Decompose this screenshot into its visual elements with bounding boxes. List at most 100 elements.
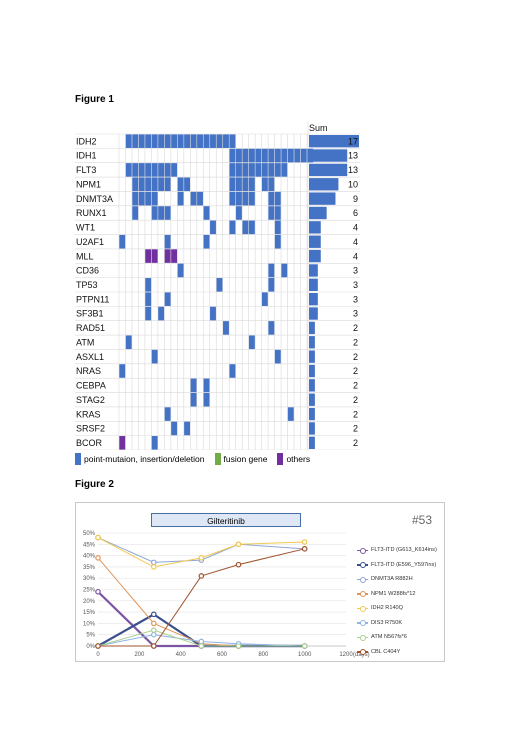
series-point bbox=[151, 559, 157, 566]
legend-entry: DNMT3A R882H bbox=[357, 572, 445, 587]
mutation-cell bbox=[119, 234, 126, 249]
gene-label-srsf2: SRSF2 bbox=[76, 424, 105, 434]
legend-series-name: ATM N567fs*6 bbox=[371, 634, 407, 641]
mutation-cell bbox=[190, 134, 197, 148]
mutation-cell bbox=[229, 191, 236, 206]
mutation-cell bbox=[164, 234, 171, 249]
y-tick-label: 35% bbox=[83, 565, 96, 571]
sum-bar bbox=[309, 135, 359, 148]
sum-value: 3 bbox=[353, 309, 358, 319]
legend-entry: DIS3 R750K bbox=[357, 616, 445, 631]
sum-bar bbox=[309, 206, 327, 220]
legend-series-name: NPM1 W288fs*12 bbox=[371, 590, 416, 597]
series-point bbox=[151, 631, 157, 638]
mutation-cell bbox=[177, 263, 184, 278]
gene-label-bcor: BCOR bbox=[76, 438, 103, 448]
sum-bar bbox=[309, 293, 318, 306]
mutation-cell bbox=[151, 206, 158, 220]
sum-bar bbox=[309, 321, 315, 335]
mutation-cell bbox=[268, 163, 275, 177]
series-point bbox=[198, 555, 205, 561]
legend-series-name: FLT3-ITD (G613_K614ins) bbox=[371, 547, 437, 554]
mutation-cell bbox=[248, 163, 255, 177]
mutation-cell bbox=[203, 392, 210, 407]
sum-bar bbox=[309, 149, 348, 162]
gene-label-kras: KRAS bbox=[76, 409, 101, 419]
series-point bbox=[95, 588, 101, 595]
series-point bbox=[151, 620, 157, 627]
series-point bbox=[151, 627, 157, 633]
legend-swatch-fusion bbox=[214, 453, 221, 465]
mutation-cell bbox=[268, 321, 275, 335]
sum-value: 6 bbox=[353, 208, 358, 218]
gene-label-dnmt3a: DNMT3A bbox=[76, 194, 113, 204]
sum-value: 9 bbox=[353, 194, 358, 204]
series-line bbox=[97, 590, 305, 648]
gene-label-sf3b1: SF3B1 bbox=[76, 309, 104, 319]
legend-series-name: CBL C404Y bbox=[371, 648, 401, 655]
mutation-cell bbox=[255, 148, 262, 163]
mutation-cell bbox=[151, 191, 158, 206]
mutation-cell bbox=[274, 234, 281, 249]
mutation-cell bbox=[132, 191, 139, 206]
gene-label-cd36: CD36 bbox=[76, 266, 99, 276]
mutation-cell bbox=[242, 177, 249, 192]
y-tick-label: 15% bbox=[83, 610, 96, 616]
mutation-cell bbox=[268, 206, 275, 220]
sum-value: 13 bbox=[348, 151, 358, 161]
legend-line-marker bbox=[357, 590, 368, 598]
figure1-legend: point-mutaion, insertion/deletion fusion… bbox=[75, 452, 320, 466]
sum-value: 2 bbox=[353, 381, 358, 391]
mutation-cell bbox=[216, 278, 223, 292]
vaf-chart-plot: 0% 5% 10% 15% 20% 25% 30% 35% 40% 45% 50% 0 200 400 60… bbox=[83, 531, 370, 658]
mutation-cell bbox=[164, 292, 171, 306]
mutation-cell bbox=[248, 191, 255, 206]
mutation-cell bbox=[268, 263, 275, 278]
mutation-cell bbox=[184, 177, 191, 192]
gene-label-flt3: FLT3 bbox=[76, 165, 96, 175]
legend-fusion-gene: fusion gene bbox=[214, 453, 267, 465]
series-point bbox=[235, 541, 242, 548]
mutation-cell bbox=[132, 163, 139, 177]
series-point bbox=[95, 555, 101, 561]
mutation-cell bbox=[248, 177, 255, 192]
sum-bar bbox=[309, 379, 315, 392]
legend-entry: NPM1 W288fs*12 bbox=[357, 587, 445, 602]
series-point bbox=[301, 539, 308, 545]
mutation-cell bbox=[138, 177, 145, 192]
gene-label-mll: MLL bbox=[76, 251, 94, 261]
mutation-cell bbox=[190, 378, 197, 393]
mutation-cell bbox=[210, 220, 216, 235]
mutation-cell bbox=[229, 134, 236, 148]
series-line bbox=[97, 557, 305, 647]
sum-bar bbox=[309, 336, 315, 349]
sum-value: 2 bbox=[353, 395, 358, 405]
mutation-cell bbox=[248, 335, 255, 350]
mutation-cell bbox=[197, 191, 203, 206]
mutation-cell bbox=[229, 148, 236, 163]
sum-value: 3 bbox=[353, 280, 358, 290]
mutation-cell bbox=[261, 177, 268, 192]
oncoprint-chart: Sum IDH2 17 IDH1 13 FLT3 13 NPM1 10 DNMT3A 9 RUNX1 6… bbox=[75, 121, 360, 450]
mutation-cell bbox=[119, 364, 126, 378]
mutation-cell bbox=[261, 292, 268, 306]
sum-value: 2 bbox=[353, 366, 358, 376]
mutation-cell bbox=[145, 292, 152, 306]
mutation-cell bbox=[216, 134, 223, 148]
mutation-cell bbox=[177, 191, 184, 206]
series-point bbox=[301, 643, 308, 649]
y-tick-label: 20% bbox=[83, 599, 96, 605]
mutation-cell bbox=[151, 134, 158, 148]
sum-value: 2 bbox=[353, 438, 358, 448]
legend-line-marker bbox=[357, 648, 368, 656]
series-line bbox=[98, 548, 305, 647]
mutation-cell bbox=[177, 134, 184, 148]
mutation-cell bbox=[164, 407, 171, 421]
mutation-cell bbox=[274, 220, 281, 235]
sum-value: 17 bbox=[348, 136, 358, 146]
mutation-cell bbox=[274, 191, 281, 206]
legend-swatch-point bbox=[75, 453, 81, 465]
legend-line-marker bbox=[357, 576, 368, 583]
sum-value: 4 bbox=[353, 237, 358, 247]
patient-id: #53 bbox=[411, 513, 432, 527]
